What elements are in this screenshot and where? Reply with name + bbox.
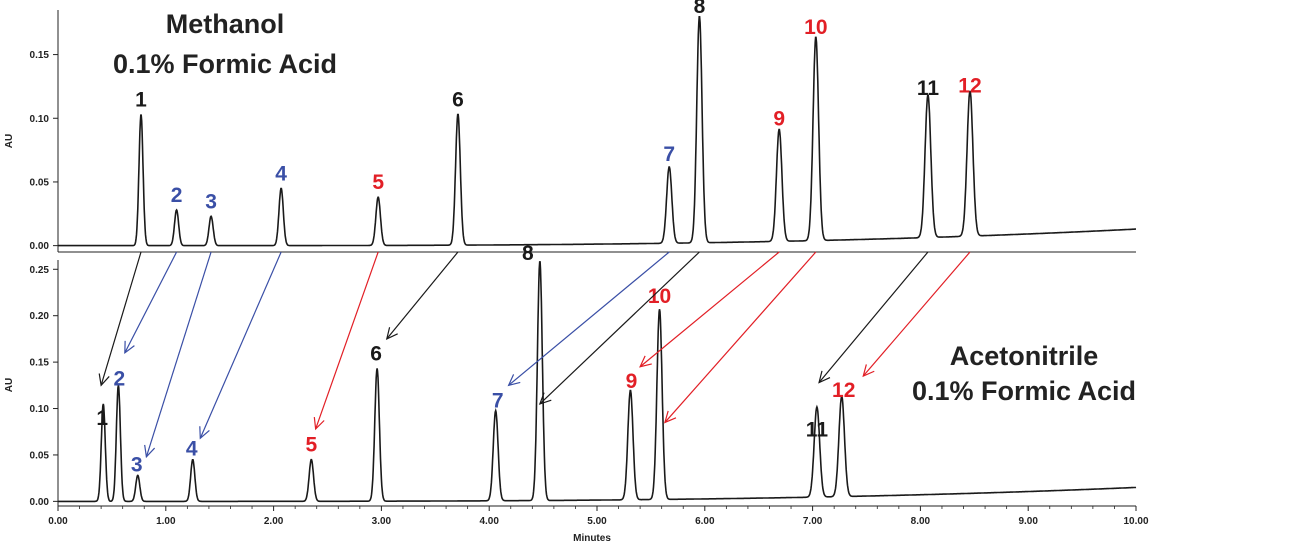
bottom-xtick-label: 0.00 [48,516,68,527]
top-peak-label-8: 8 [694,0,706,18]
bottom-peak-label-5: 5 [305,434,317,457]
bottom-xtick-label: 8.00 [911,516,931,527]
bottom-peak-label-10: 10 [648,285,671,308]
connector-arrowhead-2 [124,340,135,355]
acetonitrile-trace [58,261,1137,503]
top-title-line2: 0.1% Formic Acid [113,49,337,79]
bottom-xtick-label: 2.00 [264,516,284,527]
top-y-axis-label: AU [4,134,15,148]
bottom-xtick-label: 10.00 [1123,516,1148,527]
bottom-ytick-label: 0.00 [30,497,50,508]
connector-arrow-12 [862,251,971,377]
connector-arrowhead-5 [313,416,325,431]
top-peak-label-9: 9 [773,108,785,131]
bottom-xtick-label: 1.00 [156,516,176,527]
methanol-trace [58,16,1136,247]
connector-arrowhead-3 [144,444,156,459]
bottom-peak-label-6: 6 [370,343,382,366]
connector-arrow-10 [664,251,817,423]
top-ytick-label: 0.10 [30,114,50,125]
top-ytick-label: 0.00 [30,241,50,252]
bottom-ytick-label: 0.05 [30,450,50,461]
bottom-xtick-label: 5.00 [587,516,607,527]
bottom-peak-label-11: 11 [806,418,829,441]
bottom-peak-label-8: 8 [522,242,534,265]
acetonitrile-panel: AU Minutes Acetonitrile 0.1% Formic Acid… [4,242,1149,544]
bottom-y-axis-label: AU [4,378,15,392]
connector-arrowhead-4 [199,426,210,440]
top-peak-label-12: 12 [958,74,981,97]
connector-arrow-9 [639,251,780,368]
bottom-xtick-label: 3.00 [372,516,392,527]
bottom-xtick-label: 4.00 [479,516,499,527]
top-peak-label-5: 5 [372,171,384,194]
bottom-xtick-label: 7.00 [803,516,823,527]
bottom-title-line2: 0.1% Formic Acid [912,376,1136,406]
top-peak-label-2: 2 [171,184,183,207]
top-ytick-label: 0.05 [30,177,50,188]
connector-arrow-2 [124,251,178,354]
connector-arrowhead-1 [98,373,110,387]
bottom-title-line1: Acetonitrile [950,341,1099,371]
connector-arrow-1 [100,251,142,386]
connector-arrow-3 [145,251,212,457]
top-peak-label-11: 11 [917,77,940,100]
connector-arrow-11 [818,251,929,383]
connector-arrowhead-8 [538,392,552,405]
connector-arrowhead-6 [385,327,398,340]
bottom-ytick-label: 0.15 [30,358,50,369]
bottom-peak-label-4: 4 [186,438,198,461]
top-peak-label-7: 7 [663,143,675,166]
bottom-ytick-label: 0.20 [30,311,50,322]
connector-arrow-4 [199,251,282,439]
bottom-x-axis-label: Minutes [573,533,611,544]
top-peak-label-10: 10 [804,16,827,39]
top-title-line1: Methanol [166,9,285,39]
connector-arrowhead-11 [818,370,831,384]
methanol-panel: AU Methanol 0.1% Formic Acid 0.00 0.05 0.1… [4,0,1136,253]
bottom-peak-label-12: 12 [832,379,855,402]
bottom-ytick-label: 0.10 [30,404,50,415]
top-peak-label-6: 6 [452,88,464,111]
bottom-peak-label-3: 3 [131,453,143,476]
connector-arrowhead-10 [663,410,677,424]
peak-connector-arrows [98,251,971,459]
bottom-xtick-label: 9.00 [1018,516,1038,527]
bottom-peak-label-7: 7 [492,389,504,412]
bottom-ytick-label: 0.25 [30,265,50,276]
bottom-xtick-label: 6.00 [695,516,715,527]
connector-arrow-7 [508,251,670,386]
top-peak-label-4: 4 [275,162,287,185]
top-peak-label-1: 1 [135,88,147,111]
connector-arrow-6 [386,251,459,340]
top-ytick-label: 0.15 [30,50,50,61]
bottom-peak-label-9: 9 [626,370,638,393]
connector-arrowhead-7 [507,374,521,387]
connector-arrowhead-9 [639,355,652,368]
connector-arrow-5 [315,251,379,430]
connector-arrow-8 [539,251,700,405]
bottom-peak-label-1: 1 [96,407,108,430]
connector-arrowhead-12 [862,364,875,378]
top-peak-label-3: 3 [205,190,217,213]
bottom-peak-label-2: 2 [114,367,126,390]
